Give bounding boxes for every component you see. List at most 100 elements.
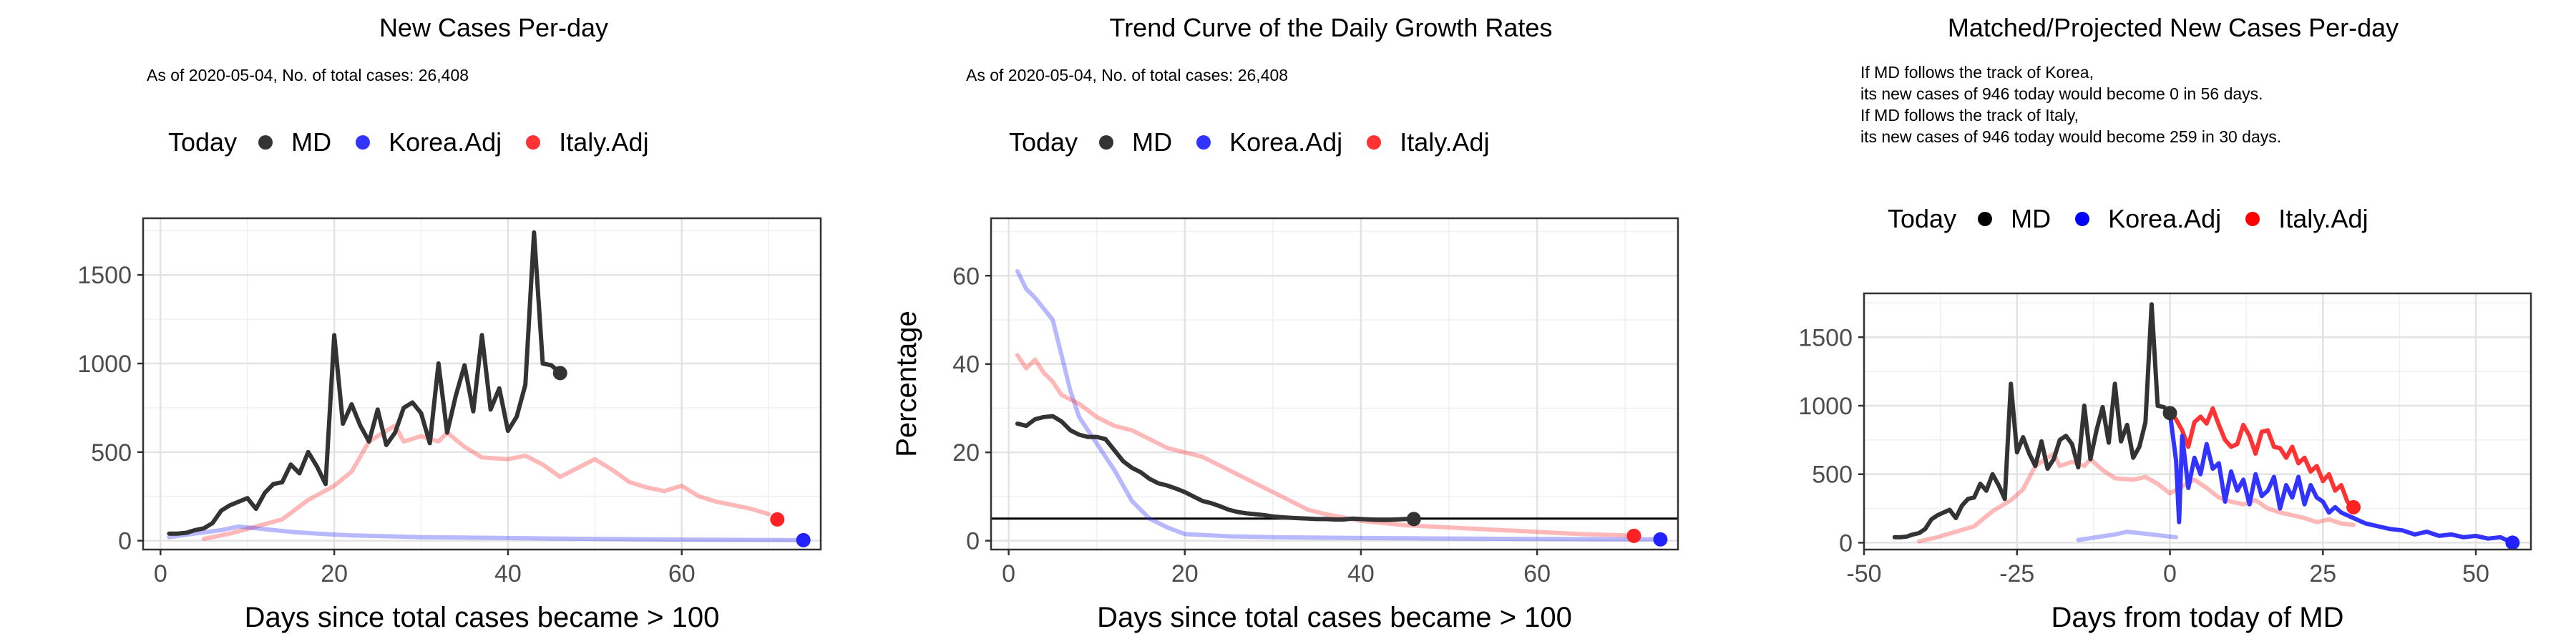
y-tick-label: 0 <box>966 528 980 555</box>
series-line-italy-adj <box>1015 353 1636 538</box>
today-point-italy-adj <box>2346 499 2361 514</box>
subtitle-line: If MD follows the track of Italy, <box>1860 106 2079 125</box>
y-tick-label: 500 <box>91 439 132 467</box>
legend-title: Today <box>1888 204 1957 233</box>
plot-area: 0 20 40 60 0 20 40 60 Days since total cases bec… <box>891 217 1679 633</box>
series-line-korea-adj <box>167 524 806 542</box>
legend-label-md: MD <box>1132 127 1173 157</box>
x-axis-label: Days since total cases became > 100 <box>1097 602 1572 633</box>
x-tick-label: 40 <box>494 560 522 587</box>
today-point-korea-adj <box>796 532 811 547</box>
y-tick-label: 1000 <box>77 351 132 378</box>
legend-item-md: MD <box>258 127 331 157</box>
plot-border <box>990 217 1679 551</box>
panel-growth-rates: Trend Curve of the Daily Growth Rates As… <box>859 0 1717 644</box>
plot-area: 0 20 40 60 0 500 1000 1500 Days since total case… <box>77 217 822 633</box>
chart-title: New Cases Per-day <box>379 13 609 42</box>
legend-label-md: MD <box>291 127 332 157</box>
series-line-italy-adj <box>202 423 771 542</box>
y-tick-label: 500 <box>1812 462 1853 489</box>
y-tick-label: 60 <box>952 263 980 290</box>
x-tick-label: 60 <box>1523 560 1551 587</box>
legend-title: Today <box>168 127 238 157</box>
today-point-md <box>552 366 567 381</box>
legend-dot-md <box>1099 135 1114 150</box>
legend-dot-md <box>1978 212 1993 226</box>
chart-title: Trend Curve of the Daily Growth Rates <box>1109 13 1553 42</box>
today-point-italy-adj <box>770 512 785 527</box>
x-tick-label: 40 <box>1347 560 1375 587</box>
legend-dot-korea <box>356 135 371 150</box>
panel-new-cases: New Cases Per-day As of 2020-05-04, No. … <box>0 0 859 644</box>
series-line-md <box>1892 302 2172 540</box>
series-line-italy-adj-past <box>1917 452 2356 544</box>
legend-item-korea: Korea.Adj <box>2075 204 2221 234</box>
series-line-italy-adj-projected <box>2167 406 2356 509</box>
y-tick-label: 1000 <box>1798 393 1853 420</box>
legend-label-md: MD <box>2011 204 2051 233</box>
x-axis-label: Days from today of MD <box>2051 602 2343 633</box>
today-point-korea-adj <box>1653 532 1668 547</box>
plot-border <box>1863 292 2532 551</box>
subtitle-line: If MD follows the track of Korea, <box>1860 63 2094 82</box>
legend-item-korea: Korea.Adj <box>1196 127 1342 157</box>
chart-subtitle: As of 2020-05-04, No. of total cases: 26… <box>966 66 1289 84</box>
series-line-korea-adj-past <box>2076 530 2179 542</box>
x-tick-label: 20 <box>1171 560 1199 587</box>
plot-border <box>142 217 822 551</box>
y-tick-label: 1500 <box>1798 324 1853 351</box>
x-tick-label: 50 <box>2462 560 2489 587</box>
y-tick-label: 0 <box>1839 530 1853 557</box>
legend-item-md: MD <box>1978 204 2051 234</box>
legend-item-italy: Italy.Adj <box>2245 204 2368 234</box>
legend-item-korea: Korea.Adj <box>356 127 502 157</box>
today-point-md <box>2162 406 2177 421</box>
legend-dot-korea <box>2075 212 2090 226</box>
legend: Today MD Korea.Adj Italy.Adj <box>1009 127 1514 157</box>
legend-dot-italy <box>2245 212 2260 226</box>
subtitle-line: its new cases of 946 today would become … <box>1860 84 2263 103</box>
today-point-korea-adj <box>2505 535 2520 550</box>
chart-subtitle: If MD follows the track of Korea, its new… <box>1860 62 2281 147</box>
today-point-italy-adj <box>1626 528 1641 543</box>
chart-subtitle: As of 2020-05-04, No. of total cases: 26… <box>147 66 469 84</box>
x-tick-label: 0 <box>2163 560 2177 587</box>
x-tick-label: 60 <box>668 560 696 587</box>
subtitle-line: its new cases of 946 today would become … <box>1860 127 2282 146</box>
x-tick-label: 20 <box>321 560 348 587</box>
chart-title: Matched/Projected New Cases Per-day <box>1947 13 2399 42</box>
x-tick-label: 25 <box>2309 560 2336 587</box>
x-tick-label: 0 <box>154 560 167 587</box>
y-tick-label: 20 <box>952 439 980 467</box>
legend-dot-italy <box>1367 135 1382 150</box>
legend: Today MD Korea.Adj Italy.Adj <box>1888 204 2393 234</box>
panel-projected: Matched/Projected New Cases Per-day If M… <box>1717 0 2576 644</box>
series-line-korea-adj <box>1015 269 1663 542</box>
legend-label-korea: Korea.Adj <box>389 127 502 157</box>
legend-dot-italy <box>526 135 541 150</box>
x-tick-label: -25 <box>1999 560 2034 587</box>
legend: Today MD Korea.Adj Italy.Adj <box>168 127 673 157</box>
x-axis-label: Days since total cases became > 100 <box>245 602 720 633</box>
today-point-md <box>1406 512 1421 527</box>
legend-item-italy: Italy.Adj <box>526 127 649 157</box>
legend-title: Today <box>1009 127 1078 157</box>
y-tick-label: 0 <box>118 528 132 555</box>
legend-dot-md <box>258 135 273 150</box>
legend-item-md: MD <box>1099 127 1172 157</box>
x-tick-label: 0 <box>1002 560 1015 587</box>
legend-label-italy: Italy.Adj <box>559 127 649 157</box>
y-axis-label: Percentage <box>891 311 922 457</box>
legend-item-italy: Italy.Adj <box>1367 127 1490 157</box>
legend-label-italy: Italy.Adj <box>1400 127 1490 157</box>
y-tick-label: 1500 <box>77 262 132 289</box>
legend-label-italy: Italy.Adj <box>2278 204 2368 233</box>
y-tick-label: 40 <box>952 351 980 379</box>
legend-label-korea: Korea.Adj <box>2108 204 2222 233</box>
legend-label-korea: Korea.Adj <box>1229 127 1343 157</box>
series-line-md <box>167 230 562 536</box>
series-line-md <box>1015 414 1416 522</box>
series-line-korea-adj-projected <box>2167 411 2515 545</box>
x-tick-label: -50 <box>1846 560 1881 587</box>
